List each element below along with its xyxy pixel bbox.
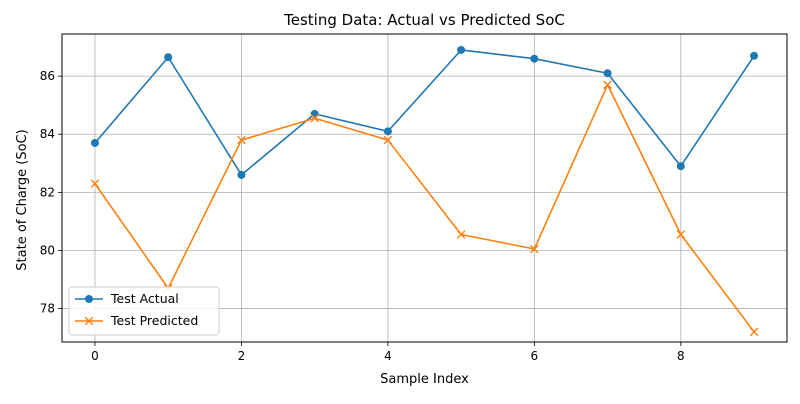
data-point <box>237 135 246 145</box>
data-point <box>310 113 319 123</box>
x-tick-label: 4 <box>384 349 392 363</box>
legend-label: Test Predicted <box>110 313 198 328</box>
data-point <box>456 230 466 239</box>
y-axis-label: State of Charge (SoC) <box>15 129 30 270</box>
y-tick-label: 84 <box>40 127 55 141</box>
data-point <box>603 80 612 90</box>
legend: Test Actual Test Predicted <box>68 286 220 336</box>
series-layer <box>90 45 759 337</box>
y-tick-label: 82 <box>40 185 55 199</box>
x-axis-label: Sample Index <box>380 372 469 387</box>
data-point <box>530 244 539 254</box>
data-point <box>749 327 759 337</box>
series-test-predicted <box>90 80 759 337</box>
data-point <box>383 127 392 136</box>
series-line-test-actual <box>94 49 755 176</box>
legend-item: Test Predicted <box>75 313 198 328</box>
data-point <box>237 170 246 179</box>
legend-label: Test Actual <box>110 291 179 306</box>
data-point <box>457 45 466 54</box>
data-point <box>310 109 319 118</box>
x-tick-label: 8 <box>677 349 685 363</box>
data-point <box>530 54 539 63</box>
axes: 0 2 4 6 8 78 80 82 84 86 <box>40 69 685 363</box>
chart-title: Testing Data: Actual vs Predicted SoC <box>283 11 565 29</box>
data-point <box>90 179 100 188</box>
legend-item: Test Actual <box>75 291 179 306</box>
data-point <box>164 53 173 62</box>
data-point <box>90 138 99 147</box>
series-test-actual <box>90 45 759 179</box>
series-line-test-predicted <box>94 84 755 333</box>
x-tick-label: 2 <box>238 349 246 363</box>
x-tick-label: 6 <box>531 349 539 363</box>
y-tick-label: 80 <box>40 243 55 257</box>
data-point <box>383 135 393 145</box>
legend-box <box>68 286 220 336</box>
data-point <box>676 230 686 239</box>
plot-frame <box>61 33 788 343</box>
data-point <box>603 69 612 78</box>
y-tick-label: 86 <box>40 69 55 83</box>
data-point <box>750 51 759 60</box>
data-point <box>676 162 685 171</box>
y-tick-label: 78 <box>40 302 55 316</box>
x-tick-label: 0 <box>91 349 99 363</box>
